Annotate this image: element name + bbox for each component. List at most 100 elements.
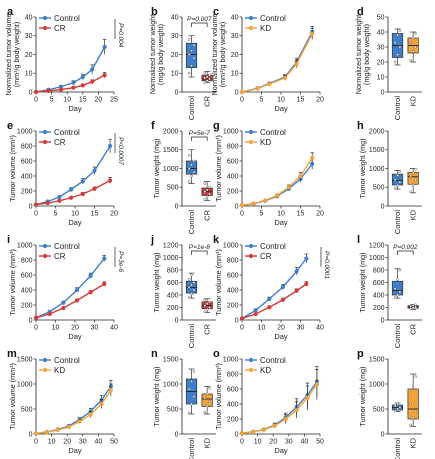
data-point [45, 200, 50, 206]
x-tick-label: 15 [79, 97, 87, 104]
box-point [205, 404, 209, 408]
y-axis-label: Normalized tumor weight(mg/g body weight… [148, 15, 165, 95]
y-tick-label: 1500 [163, 147, 179, 154]
y-tick-label: 0 [235, 431, 239, 438]
data-point [282, 75, 287, 81]
y-axis-label-line: Tumor weight (mg) [358, 366, 367, 426]
x-tick-label: 30 [285, 439, 293, 446]
y-axis-label: Tumor weight (mg) [358, 138, 367, 198]
series-line [241, 384, 318, 434]
x-tick-label: 0 [240, 211, 244, 218]
y-axis-label: Normalized tumor weight(mg/g body weight… [354, 15, 371, 95]
box-point [396, 33, 399, 37]
y-tick-label: 400 [373, 292, 385, 299]
y-tick-label: 400 [21, 287, 33, 294]
y-tick-label: 10 [171, 71, 179, 78]
box-point [393, 287, 397, 291]
data-point [80, 191, 85, 197]
y-tick-label: 800 [227, 143, 239, 150]
data-point [33, 431, 39, 436]
series-line [241, 258, 307, 320]
panel-letter: k [213, 234, 220, 246]
series-control [33, 380, 113, 436]
box-point [411, 306, 415, 310]
box-point [208, 77, 211, 81]
x-tick-label: 30 [297, 325, 305, 332]
y-tick-label: 400 [167, 292, 179, 299]
box-control [185, 272, 198, 299]
data-point [80, 83, 85, 88]
series-control [239, 366, 319, 436]
y-tick-label: 0 [235, 317, 239, 324]
box-point [393, 409, 397, 413]
y-axis-label: Tumor volume (mm³) [214, 249, 223, 316]
x-tick-label: 5 [50, 97, 54, 104]
box-cr [201, 71, 213, 84]
y-tick-label: 400 [227, 287, 239, 294]
y-axis-label-line: Tumor volume (mm³) [8, 135, 17, 202]
y-axis-label: Normalized tumor volume(mm³/g body weigh… [4, 14, 21, 96]
y-tick-label: 40 [377, 29, 385, 36]
y-tick-label: 0 [235, 203, 239, 210]
panel-n: n Tumor weight (mg) 0 500 1000 1500 Control KD [151, 348, 216, 459]
data-point [304, 281, 309, 287]
box-point [190, 292, 193, 296]
box-kd [201, 386, 213, 415]
legend-label: CR [54, 138, 66, 147]
box-point [187, 411, 191, 415]
box-point [396, 173, 399, 177]
x-tick-label: 20 [316, 211, 324, 218]
y-tick-label: 1200 [163, 242, 179, 249]
x-tick-label: 15 [297, 211, 305, 218]
box-point [203, 310, 207, 314]
category-label: Control [393, 438, 402, 459]
x-axis-label: Day [68, 446, 82, 455]
panel-i: i Tumor volume (mm³) 0 200 400 600 800 1000 0 10 2… [7, 234, 124, 341]
box-point [190, 402, 193, 406]
legend-swatch-dot [42, 15, 48, 21]
x-tick-label: 40 [95, 439, 103, 446]
y-tick-label: 0 [175, 89, 179, 96]
y-tick-label: 600 [227, 272, 239, 279]
y-tick-label: 500 [167, 185, 179, 192]
panel-letter: d [357, 6, 364, 18]
legend-swatch-dot [42, 25, 48, 31]
box-point [396, 278, 399, 281]
x-tick-label: 10 [52, 325, 60, 332]
x-tick-label: 10 [277, 211, 285, 218]
data-point [239, 431, 245, 436]
y-tick-label: 0 [29, 203, 33, 210]
box-point [203, 411, 207, 414]
data-point [55, 427, 60, 433]
box-point [409, 423, 413, 427]
series-line [35, 389, 112, 435]
panel-letter: c [213, 6, 219, 18]
x-tick-label: 10 [258, 325, 266, 332]
legend-swatch-dot [42, 129, 48, 135]
y-tick-label: 0 [381, 203, 385, 210]
y-tick-label: 1200 [369, 242, 385, 249]
box-point [414, 178, 417, 182]
box-point [409, 59, 413, 62]
y-tick-label: 0 [29, 89, 33, 96]
y-axis-label-line: Tumor weight (mg) [152, 252, 161, 312]
x-tick-label: 20 [71, 325, 79, 332]
panel-letter: f [151, 120, 155, 132]
data-point [57, 194, 62, 200]
y-tick-label: 800 [167, 267, 179, 274]
x-tick-label: 0 [34, 439, 38, 446]
y-axis-label-line: Tumor volume (mm³) [8, 249, 17, 316]
x-tick-label: 10 [48, 439, 56, 446]
box-point [205, 302, 209, 306]
box-point [205, 188, 209, 192]
y-tick-label: 1000 [163, 255, 179, 262]
legend-label: Control [260, 356, 286, 365]
y-tick-label: 500 [167, 406, 179, 413]
y-axis-label-line: Normalized tumor volume [4, 14, 13, 96]
legend-swatch-dot [42, 357, 48, 363]
box-point [208, 73, 211, 77]
box-point [409, 307, 413, 311]
data-point [298, 173, 303, 179]
legend-label: Control [260, 128, 286, 137]
